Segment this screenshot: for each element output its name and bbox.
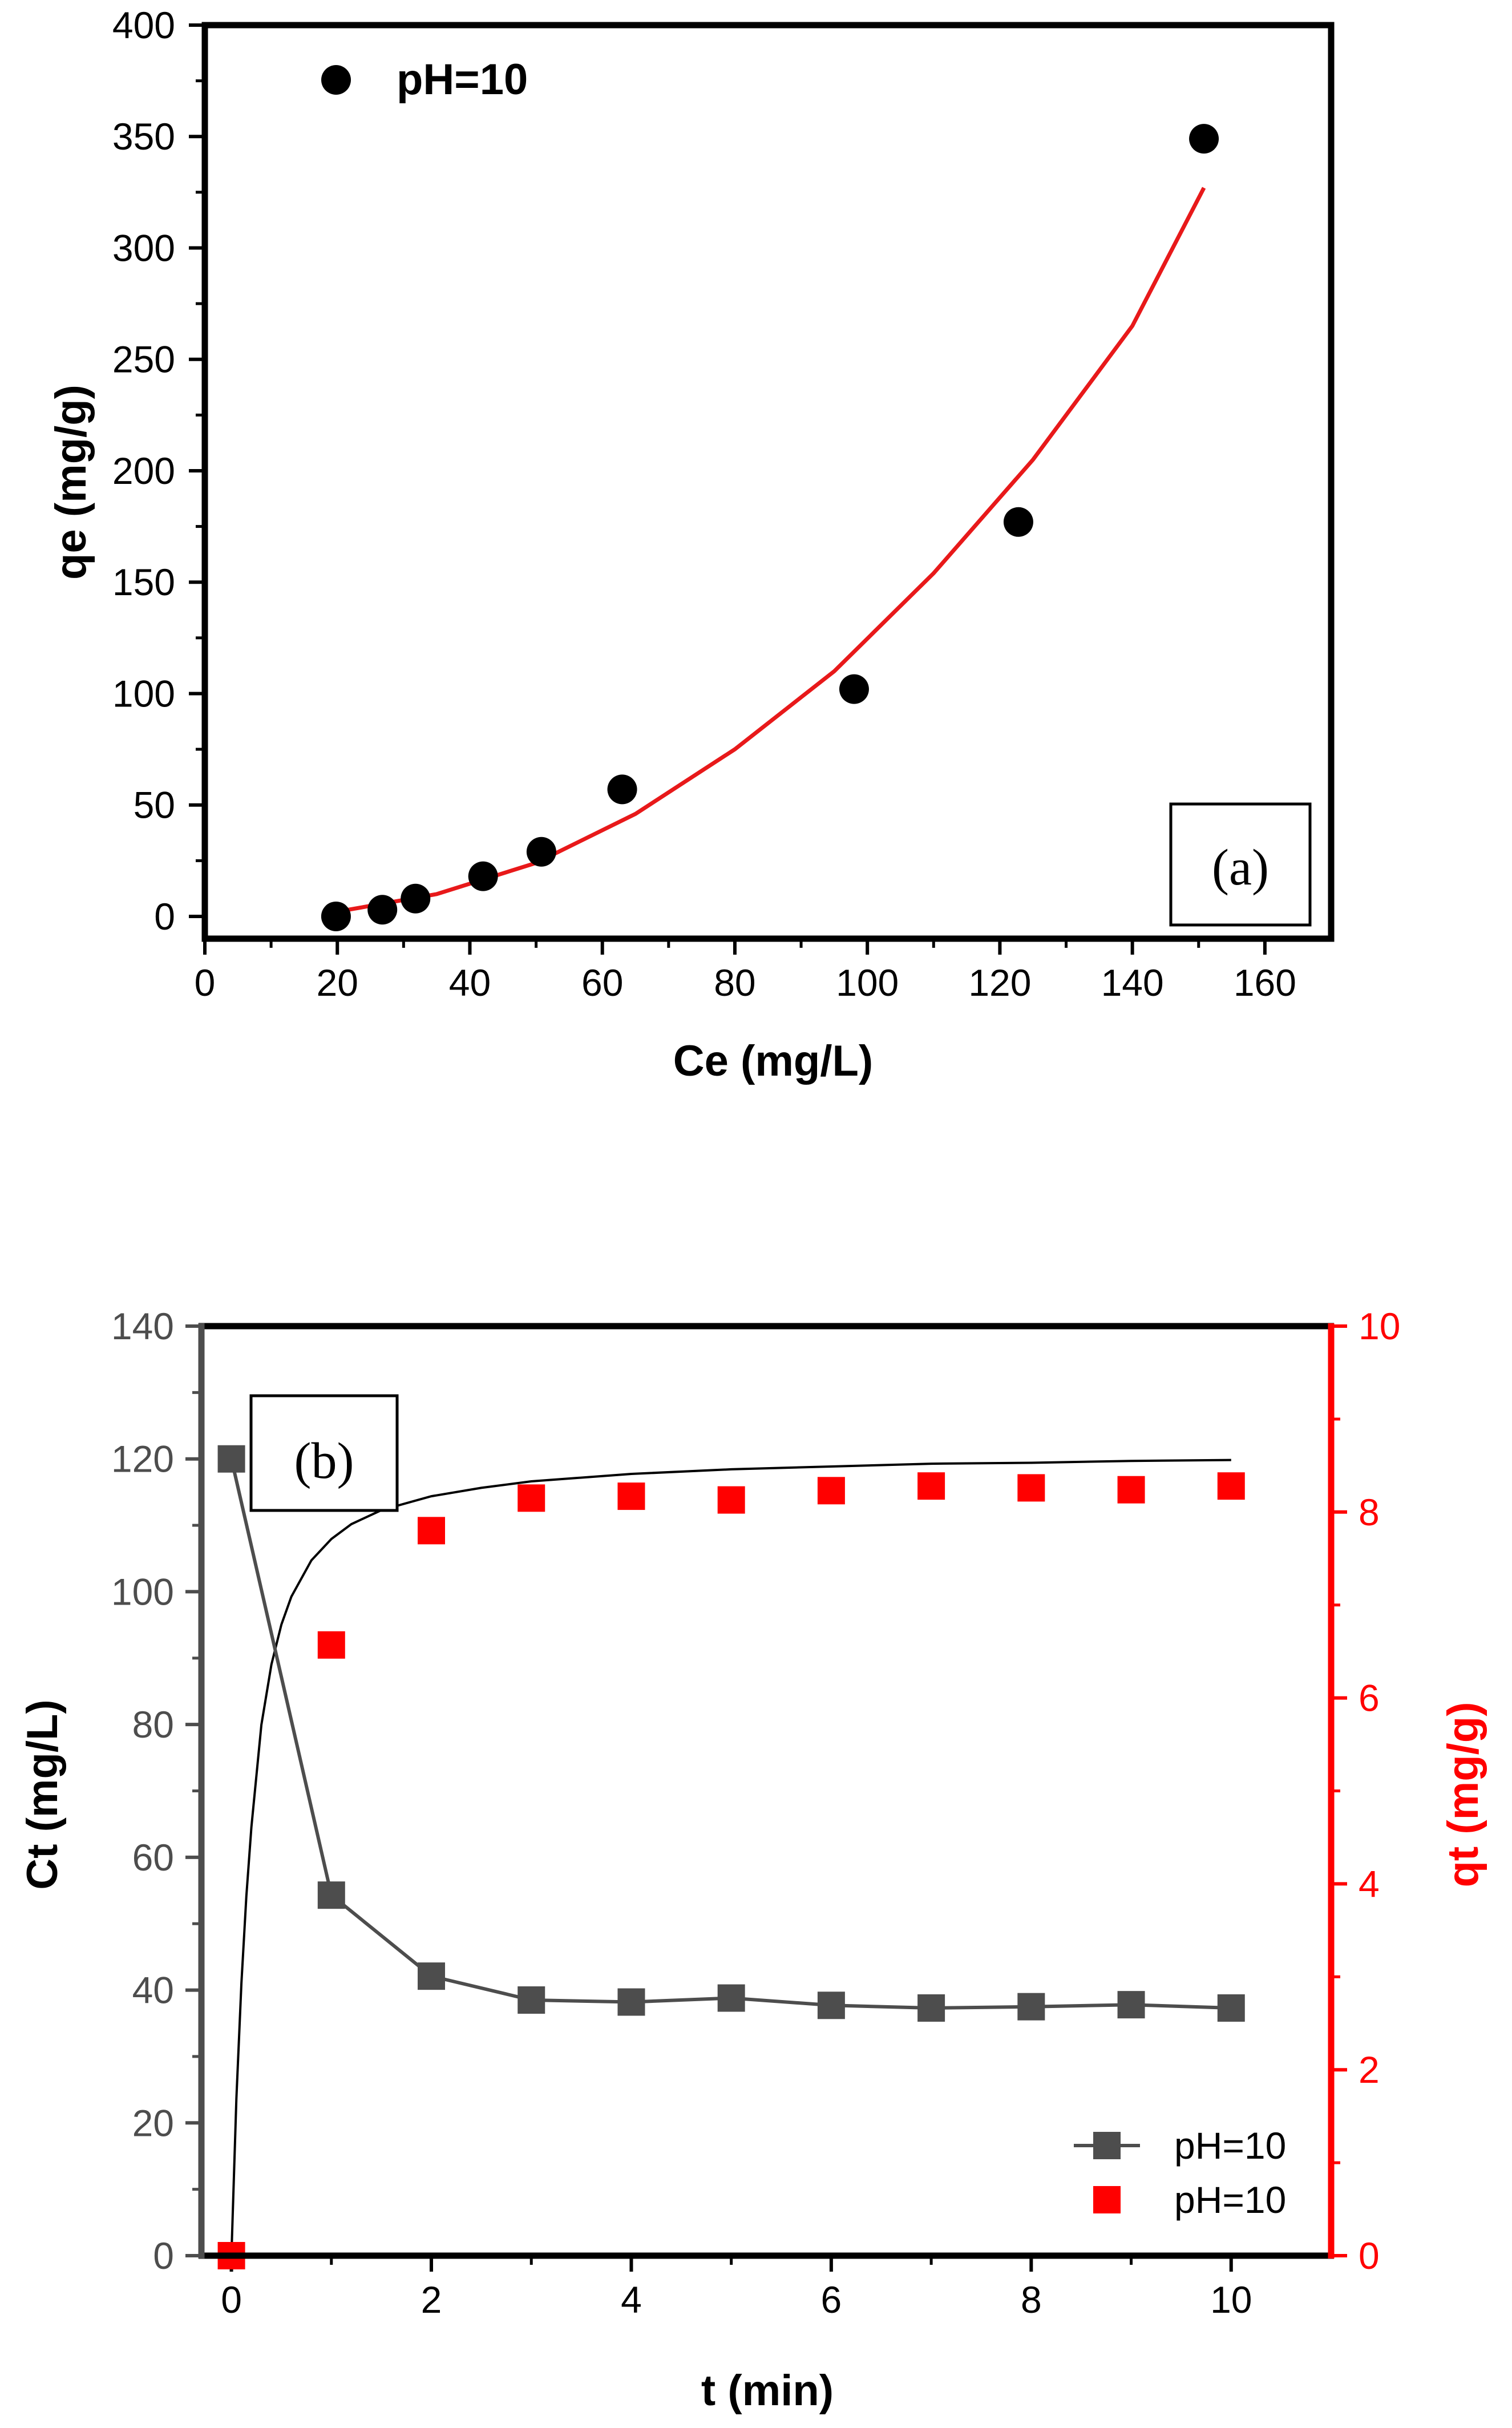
chart-b-x-tick-label: 8 bbox=[1021, 2278, 1042, 2321]
chart-b-x-tick-label: 2 bbox=[421, 2278, 442, 2321]
chart-b-y-tick-label-right: 4 bbox=[1359, 1863, 1380, 1905]
chart-b-legend-marker-qt bbox=[1093, 2186, 1121, 2213]
chart-b-y-tick-label-right: 6 bbox=[1359, 1677, 1380, 1719]
chart-a-y-tick-label: 350 bbox=[112, 115, 175, 157]
chart-a-legend-marker bbox=[321, 65, 351, 95]
chart-a-y-axis-title: qe (mg/g) bbox=[47, 385, 95, 580]
chart-a-point bbox=[607, 774, 637, 805]
chart-a-y-tick-label: 200 bbox=[112, 450, 175, 492]
chart-a-x-tick-label: 0 bbox=[195, 961, 216, 1004]
chart-b-ct-point bbox=[917, 1994, 945, 2022]
chart-b-ct-point bbox=[717, 1984, 745, 2012]
chart-b-ct-point bbox=[217, 1445, 245, 1473]
chart-a-x-tick-label: 40 bbox=[449, 961, 491, 1004]
chart-a-x-tick-label: 60 bbox=[581, 961, 623, 1004]
chart-b-legend-label-qt: pH=10 bbox=[1174, 2179, 1286, 2221]
chart-a-legend-label: pH=10 bbox=[397, 55, 528, 104]
chart-b-data bbox=[217, 1445, 1245, 2269]
chart-a-point bbox=[839, 674, 869, 704]
chart-b-x-tick-label: 0 bbox=[221, 2278, 242, 2321]
chart-a-point bbox=[321, 901, 351, 931]
chart-b-qt-point bbox=[1017, 1474, 1045, 1502]
chart-b-ct-point bbox=[418, 1962, 446, 1990]
chart-b-y-tick-label-left: 120 bbox=[111, 1438, 174, 1480]
chart-b-qt-point bbox=[1117, 1476, 1145, 1504]
chart-b-y-tick-label-right: 10 bbox=[1359, 1305, 1400, 1347]
chart-a-y-tick-label: 0 bbox=[154, 895, 175, 938]
chart-b-ct-point bbox=[617, 1988, 645, 2016]
chart-b-y-tick-label-left: 140 bbox=[111, 1305, 174, 1347]
chart-b-qt-point bbox=[917, 1472, 945, 1500]
chart-b-y-tick-label-right: 2 bbox=[1359, 2049, 1380, 2091]
chart-a-x-axis-title: Ce (mg/L) bbox=[673, 1037, 873, 1085]
chart-a-fit-curve bbox=[335, 187, 1206, 914]
chart-a-x-tick-label: 20 bbox=[317, 961, 358, 1004]
chart-b-y-tick-label-left: 40 bbox=[132, 1969, 174, 2011]
chart-a-ticks: 0 20 40 60 80 100 120 140 160 0 50 100 150 200 250 300 3… bbox=[112, 4, 1296, 1004]
chart-b-qt-point bbox=[1217, 1472, 1245, 1500]
chart-b-x-tick-label: 4 bbox=[621, 2278, 642, 2321]
chart-a-panel-label-box: (a) bbox=[1169, 802, 1312, 927]
chart-a: 0 20 40 60 80 100 120 140 160 0 50 100 150 200 250 300 3… bbox=[47, 4, 1335, 1085]
chart-b-y-tick-label-left: 60 bbox=[132, 1836, 174, 1878]
chart-b-legend: pH=10 pH=10 bbox=[1074, 2124, 1286, 2221]
chart-b-ct-line bbox=[229, 1459, 1231, 2010]
chart-a-x-tick-label: 120 bbox=[968, 961, 1031, 1004]
chart-b-panel-label-frame bbox=[249, 1394, 399, 1512]
chart-a-point bbox=[401, 883, 431, 914]
chart-b-x-tick-label: 6 bbox=[821, 2278, 842, 2321]
chart-b-legend-label-ct: pH=10 bbox=[1174, 2124, 1286, 2167]
chart-b-ct-point bbox=[1117, 1991, 1145, 2019]
chart-b-y-tick-label-right: 0 bbox=[1359, 2235, 1380, 2277]
chart-a-point bbox=[367, 895, 398, 925]
chart-b-qt-point bbox=[418, 1517, 446, 1545]
chart-a-panel-label-frame bbox=[1169, 802, 1312, 927]
chart-a-y-tick-label: 300 bbox=[112, 227, 175, 269]
chart-a-frame bbox=[201, 22, 1335, 942]
chart-a-point bbox=[1003, 507, 1033, 537]
chart-a-x-tick-label: 160 bbox=[1234, 961, 1296, 1004]
chart-a-y-tick-label: 50 bbox=[134, 784, 175, 826]
chart-a-x-tick-label: 140 bbox=[1101, 961, 1164, 1004]
chart-a-panel-label: (a) bbox=[1212, 839, 1269, 896]
chart-b-y-axis-title-left: Ct (mg/L) bbox=[18, 1699, 67, 1889]
chart-b-x-tick-label: 10 bbox=[1210, 2278, 1252, 2321]
chart-b-ct-point bbox=[1217, 1994, 1245, 2022]
chart-b-ct-point bbox=[518, 1986, 545, 2014]
chart-b-y-axis-title-right: qt (mg/g) bbox=[1439, 1702, 1487, 1887]
chart-b-ct-point bbox=[1017, 1993, 1045, 2021]
chart-a-point bbox=[526, 837, 556, 867]
chart-b-ct-point bbox=[817, 1991, 845, 2019]
chart-a-point bbox=[468, 861, 498, 891]
chart-b-y-tick-label-left: 100 bbox=[111, 1570, 174, 1613]
chart-b-qt-point bbox=[717, 1486, 745, 1514]
chart-b-panel-label: (b) bbox=[294, 1433, 354, 1489]
chart-b-fit-curve bbox=[230, 1459, 1231, 2256]
chart-a-data bbox=[321, 124, 1219, 931]
chart-a-y-tick-label: 150 bbox=[112, 561, 175, 603]
chart-b-y-tick-label-right: 8 bbox=[1359, 1491, 1380, 1533]
chart-b-qt-point bbox=[317, 1631, 345, 1659]
chart-a-y-tick-label: 400 bbox=[112, 4, 175, 46]
chart-b-y-tick-label-left: 20 bbox=[132, 2102, 174, 2144]
chart-b-qt-point bbox=[518, 1484, 545, 1512]
chart-a-y-tick-label: 100 bbox=[112, 672, 175, 714]
chart-b-qt-point bbox=[617, 1482, 645, 1510]
chart-a-legend: pH=10 bbox=[321, 55, 528, 104]
chart-a-y-tick-label: 250 bbox=[112, 338, 175, 381]
chart-b-y-tick-label-left: 80 bbox=[132, 1703, 174, 1746]
chart-a-x-tick-label: 100 bbox=[836, 961, 899, 1004]
chart-b-qt-point bbox=[817, 1477, 845, 1505]
chart-b-panel-label-box: (b) bbox=[249, 1394, 399, 1512]
chart-a-x-tick-label: 80 bbox=[714, 961, 755, 1004]
chart-b-legend-marker-ct bbox=[1093, 2132, 1121, 2159]
chart-b-y-tick-label-left: 0 bbox=[153, 2235, 174, 2277]
chart-b-ct-point bbox=[317, 1881, 345, 1909]
chart-b-x-axis-title: t (min) bbox=[701, 2366, 834, 2415]
chart-a-point bbox=[1189, 124, 1219, 154]
